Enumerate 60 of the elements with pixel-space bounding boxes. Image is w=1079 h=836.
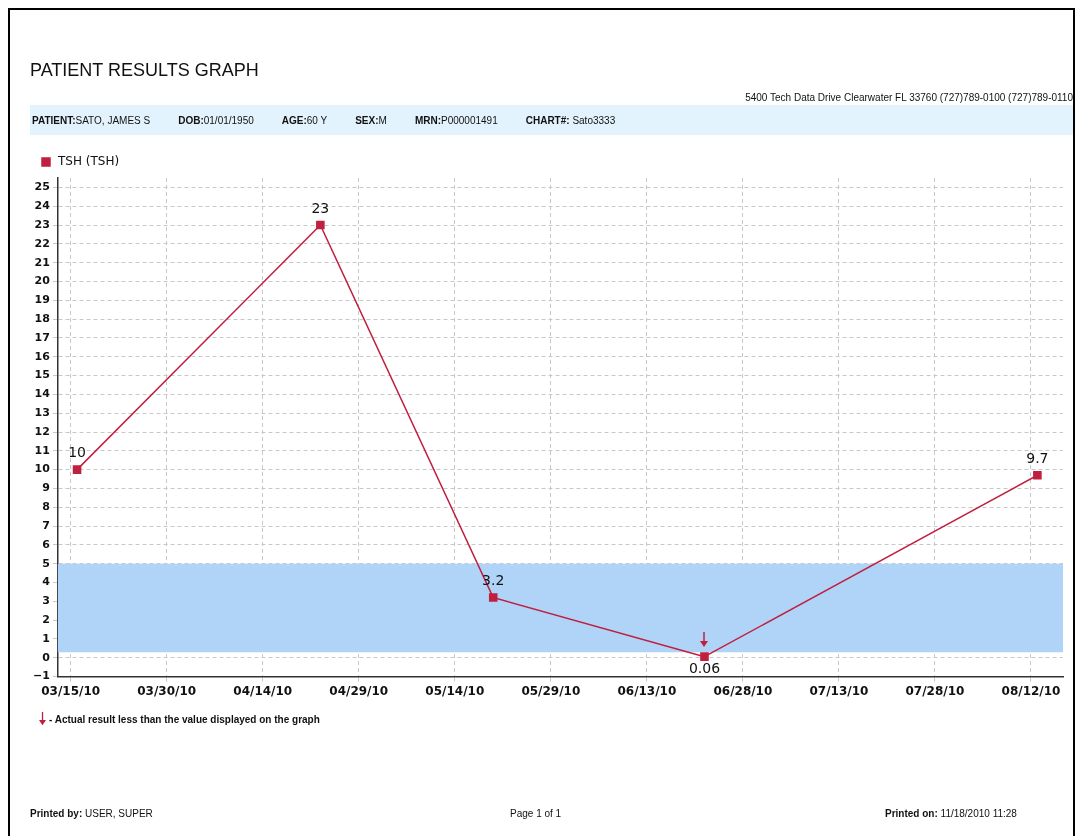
y-tick-label: 18	[34, 311, 50, 325]
y-tick-label: 17	[34, 330, 50, 344]
y-tick-label: 23	[34, 217, 50, 231]
y-tick-label: 14	[34, 387, 51, 401]
y-tick-label: 6	[42, 537, 51, 551]
data-label: 23	[311, 199, 330, 216]
text: 5400 Tech Data Drive Clearwater FL 33760 (727)789-0100 (727)789-0110	[745, 92, 1073, 103]
y-tick-label: −1	[33, 669, 50, 683]
data-label: 10	[68, 444, 86, 461]
x-tick-label: 06/13/10	[617, 683, 677, 698]
y-tick-label: 12	[34, 424, 50, 438]
y-tick-label: 10	[34, 462, 51, 476]
legend-label: TSH (TSH)	[57, 154, 120, 169]
y-tick-label: 8	[42, 500, 50, 514]
text: - Actual result less than the value displayed on the graph	[49, 713, 320, 725]
point	[700, 652, 709, 661]
data-label: 0.06	[688, 660, 721, 677]
y-tick-label: 3	[42, 594, 50, 608]
x-tick-label: 07/13/10	[809, 683, 869, 698]
point	[488, 593, 498, 602]
x-tick-label: 06/28/10	[713, 683, 773, 698]
y-tick-label: 9	[42, 481, 50, 495]
x-tick-label: 03/15/10	[41, 683, 101, 698]
y-tick-label: 16	[34, 349, 51, 363]
text: SEX:M	[355, 114, 387, 126]
x-tick-label: 07/28/10	[905, 683, 965, 698]
y-tick-label: 5	[42, 556, 50, 570]
point	[72, 465, 82, 474]
chart-title: PATIENT RESULTS GRAPH	[30, 60, 259, 81]
y-tick-label: 1	[42, 631, 50, 645]
x-tick-label: 04/14/10	[233, 683, 293, 698]
y-tick-label: 11	[34, 443, 50, 457]
y-tick-label: 21	[34, 255, 50, 269]
y-tick-label: 20	[34, 274, 51, 288]
y-tick-label: 22	[34, 236, 50, 250]
y-tick-label: 0	[42, 650, 51, 664]
y-tick-label: 25	[34, 180, 50, 194]
point	[1033, 470, 1042, 480]
x-tick-label: 04/29/10	[329, 683, 389, 698]
x-tick-label: 05/29/10	[521, 683, 581, 698]
y-tick-label: 15	[34, 368, 50, 382]
text: Page 1 of 1	[510, 808, 562, 819]
x-tick-label: 08/12/10	[1001, 683, 1061, 698]
text: PATIENT:SATO, JAMES S	[32, 114, 151, 126]
text: MRN:P000001491	[414, 114, 498, 126]
x-tick-label: 03/30/10	[137, 683, 197, 698]
text: DOB:01/01/1950	[178, 114, 254, 126]
text: Printed on: 11/18/2010 11:28	[885, 808, 1017, 819]
y-tick-label: 2	[42, 613, 50, 627]
y-tick-label: 4	[42, 575, 51, 589]
y-tick-label: 7	[42, 518, 50, 532]
point	[316, 220, 325, 230]
data-label: 9.7	[1026, 449, 1049, 466]
y-tick-label: 19	[34, 293, 50, 307]
text: CHART#: Sato3333	[525, 114, 616, 126]
text: Printed by: USER, SUPER	[30, 808, 153, 819]
text: AGE:60 Y	[281, 114, 328, 126]
y-tick-label: 13	[34, 406, 50, 420]
x-tick-label: 05/14/10	[425, 683, 485, 698]
y-tick-label: 24	[34, 199, 51, 213]
